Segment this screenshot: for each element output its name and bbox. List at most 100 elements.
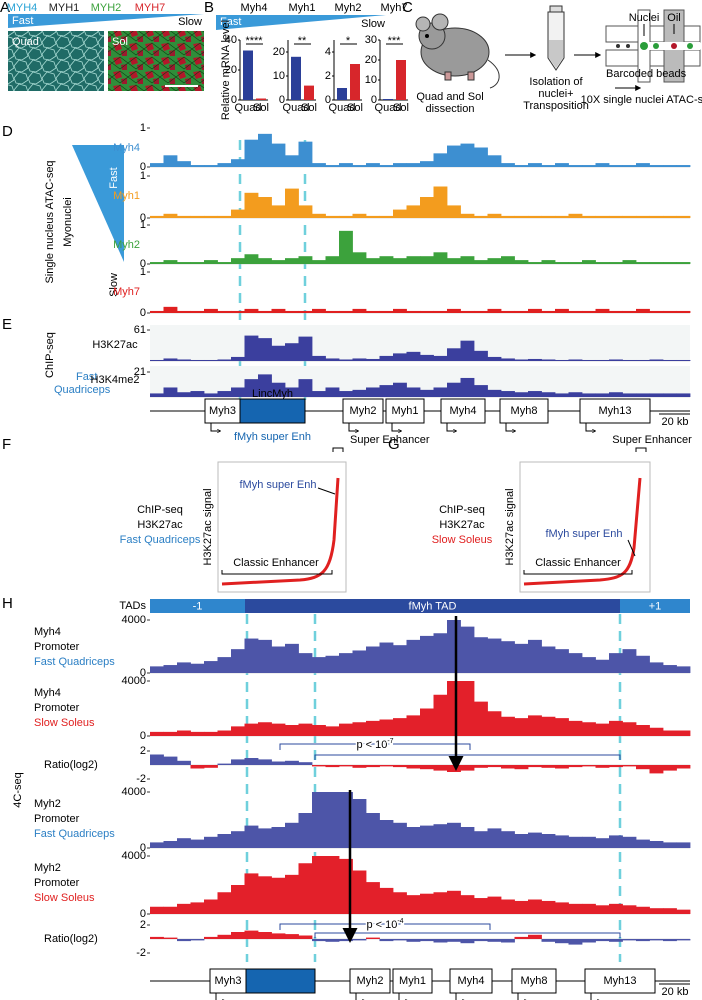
signal-bar <box>366 882 380 914</box>
signal-bar <box>568 262 583 264</box>
mouse-tail <box>487 59 500 89</box>
signal-bar <box>487 308 502 313</box>
signal-bar <box>204 836 218 848</box>
signal-bar <box>514 936 529 939</box>
signal-bar <box>379 256 394 264</box>
signal-bar <box>568 359 583 361</box>
signal-bar <box>393 765 407 768</box>
signal-bar <box>460 939 475 944</box>
gene-label: Myh2 <box>350 405 377 417</box>
signal-bar <box>150 215 164 218</box>
signal-bar <box>609 359 623 361</box>
signal-bar <box>460 827 475 848</box>
signal-bar <box>663 215 677 218</box>
y-tick-label: 0 <box>371 94 377 106</box>
signal-bar <box>582 765 596 767</box>
step-label: Isolation of <box>529 76 583 88</box>
signal-bar <box>636 839 650 848</box>
signal-bar <box>663 730 677 736</box>
track-scale: -2 <box>136 773 146 785</box>
signal-bar <box>366 813 380 848</box>
super-bracket <box>635 447 647 452</box>
track-scale: 4000 <box>122 850 146 862</box>
sample-label: Fast Quadriceps <box>120 534 201 546</box>
signal-bar <box>190 765 205 769</box>
signal-bar <box>204 393 218 397</box>
signal-bar <box>609 720 623 736</box>
signal-bar <box>204 765 218 768</box>
signal-bar <box>433 824 448 848</box>
signal-bar <box>339 215 353 218</box>
signal-bar <box>447 308 461 313</box>
signal-bar <box>474 260 488 264</box>
promoter-arrow <box>348 423 358 431</box>
x-tick-label: Quad <box>375 102 402 114</box>
signal-bar <box>379 939 394 942</box>
tad-label: TADs <box>119 600 146 612</box>
signal-bar <box>406 205 421 218</box>
signal-bar <box>433 252 448 264</box>
assay-label: ChIP-seq <box>439 504 485 516</box>
track-label: Myh4 <box>34 626 61 638</box>
signal-bar <box>514 310 529 313</box>
tad-segment <box>150 599 245 613</box>
signal-bar <box>177 662 191 673</box>
signal-bar <box>622 765 637 767</box>
gene-box <box>349 968 391 994</box>
signal-bar <box>379 887 394 914</box>
signal-bar <box>501 641 515 673</box>
gene-box <box>584 968 656 994</box>
signal-bar <box>568 165 583 167</box>
signal-bar <box>150 359 164 361</box>
signal-bar <box>352 722 367 736</box>
signal-bar <box>609 653 623 673</box>
track-scale: 21 <box>134 366 146 378</box>
x-tick-label: Sol <box>393 102 409 114</box>
lncrna-label: LincMyh <box>252 388 293 400</box>
channel <box>605 25 701 43</box>
assay-label: H3K27ac <box>137 519 183 531</box>
bar <box>304 85 314 100</box>
signal-bar <box>676 310 691 313</box>
signal-bar <box>460 765 475 771</box>
signal-bar <box>501 831 515 848</box>
track-scale: 0 <box>140 161 146 173</box>
mouse-ear <box>415 16 431 32</box>
signal-bar <box>339 230 353 264</box>
signal-bar <box>379 820 394 848</box>
signal-bar <box>528 715 542 736</box>
signal-bar <box>271 143 286 167</box>
signal-bar <box>555 215 569 218</box>
signal-bar <box>447 205 461 218</box>
signal-bar <box>582 393 596 397</box>
signal-bar <box>217 215 232 218</box>
signal-bar <box>150 842 164 848</box>
sample-label: Fast Quadriceps <box>34 656 115 668</box>
gene-label: Myh4 <box>458 975 485 987</box>
tube-drawing <box>547 5 565 71</box>
signal-bar <box>204 899 218 914</box>
track-scale: 1 <box>140 122 146 134</box>
signal-bar <box>258 338 272 361</box>
track-scale: 2 <box>140 745 146 757</box>
gene-header: MYH1 <box>49 2 80 14</box>
signal-bar <box>271 308 286 313</box>
signal-bar <box>393 258 407 264</box>
signal-bar <box>541 765 556 768</box>
gene-label: Myh13 <box>603 975 636 987</box>
track-scale: 1 <box>140 219 146 231</box>
signal-bar <box>582 903 596 914</box>
signal-bar <box>177 760 191 765</box>
signal-bar <box>285 155 299 167</box>
signal-bar <box>298 762 313 765</box>
signal-bar <box>406 163 421 167</box>
promoter-arrow <box>391 423 401 431</box>
track-label: Promoter <box>34 877 80 889</box>
signal-bar <box>487 155 502 167</box>
signal-bar <box>460 895 475 914</box>
signal-bar <box>622 165 637 167</box>
chip-label: Barcoded beads <box>606 68 687 80</box>
signal-bar <box>190 310 205 313</box>
track-scale: 4000 <box>122 675 146 687</box>
